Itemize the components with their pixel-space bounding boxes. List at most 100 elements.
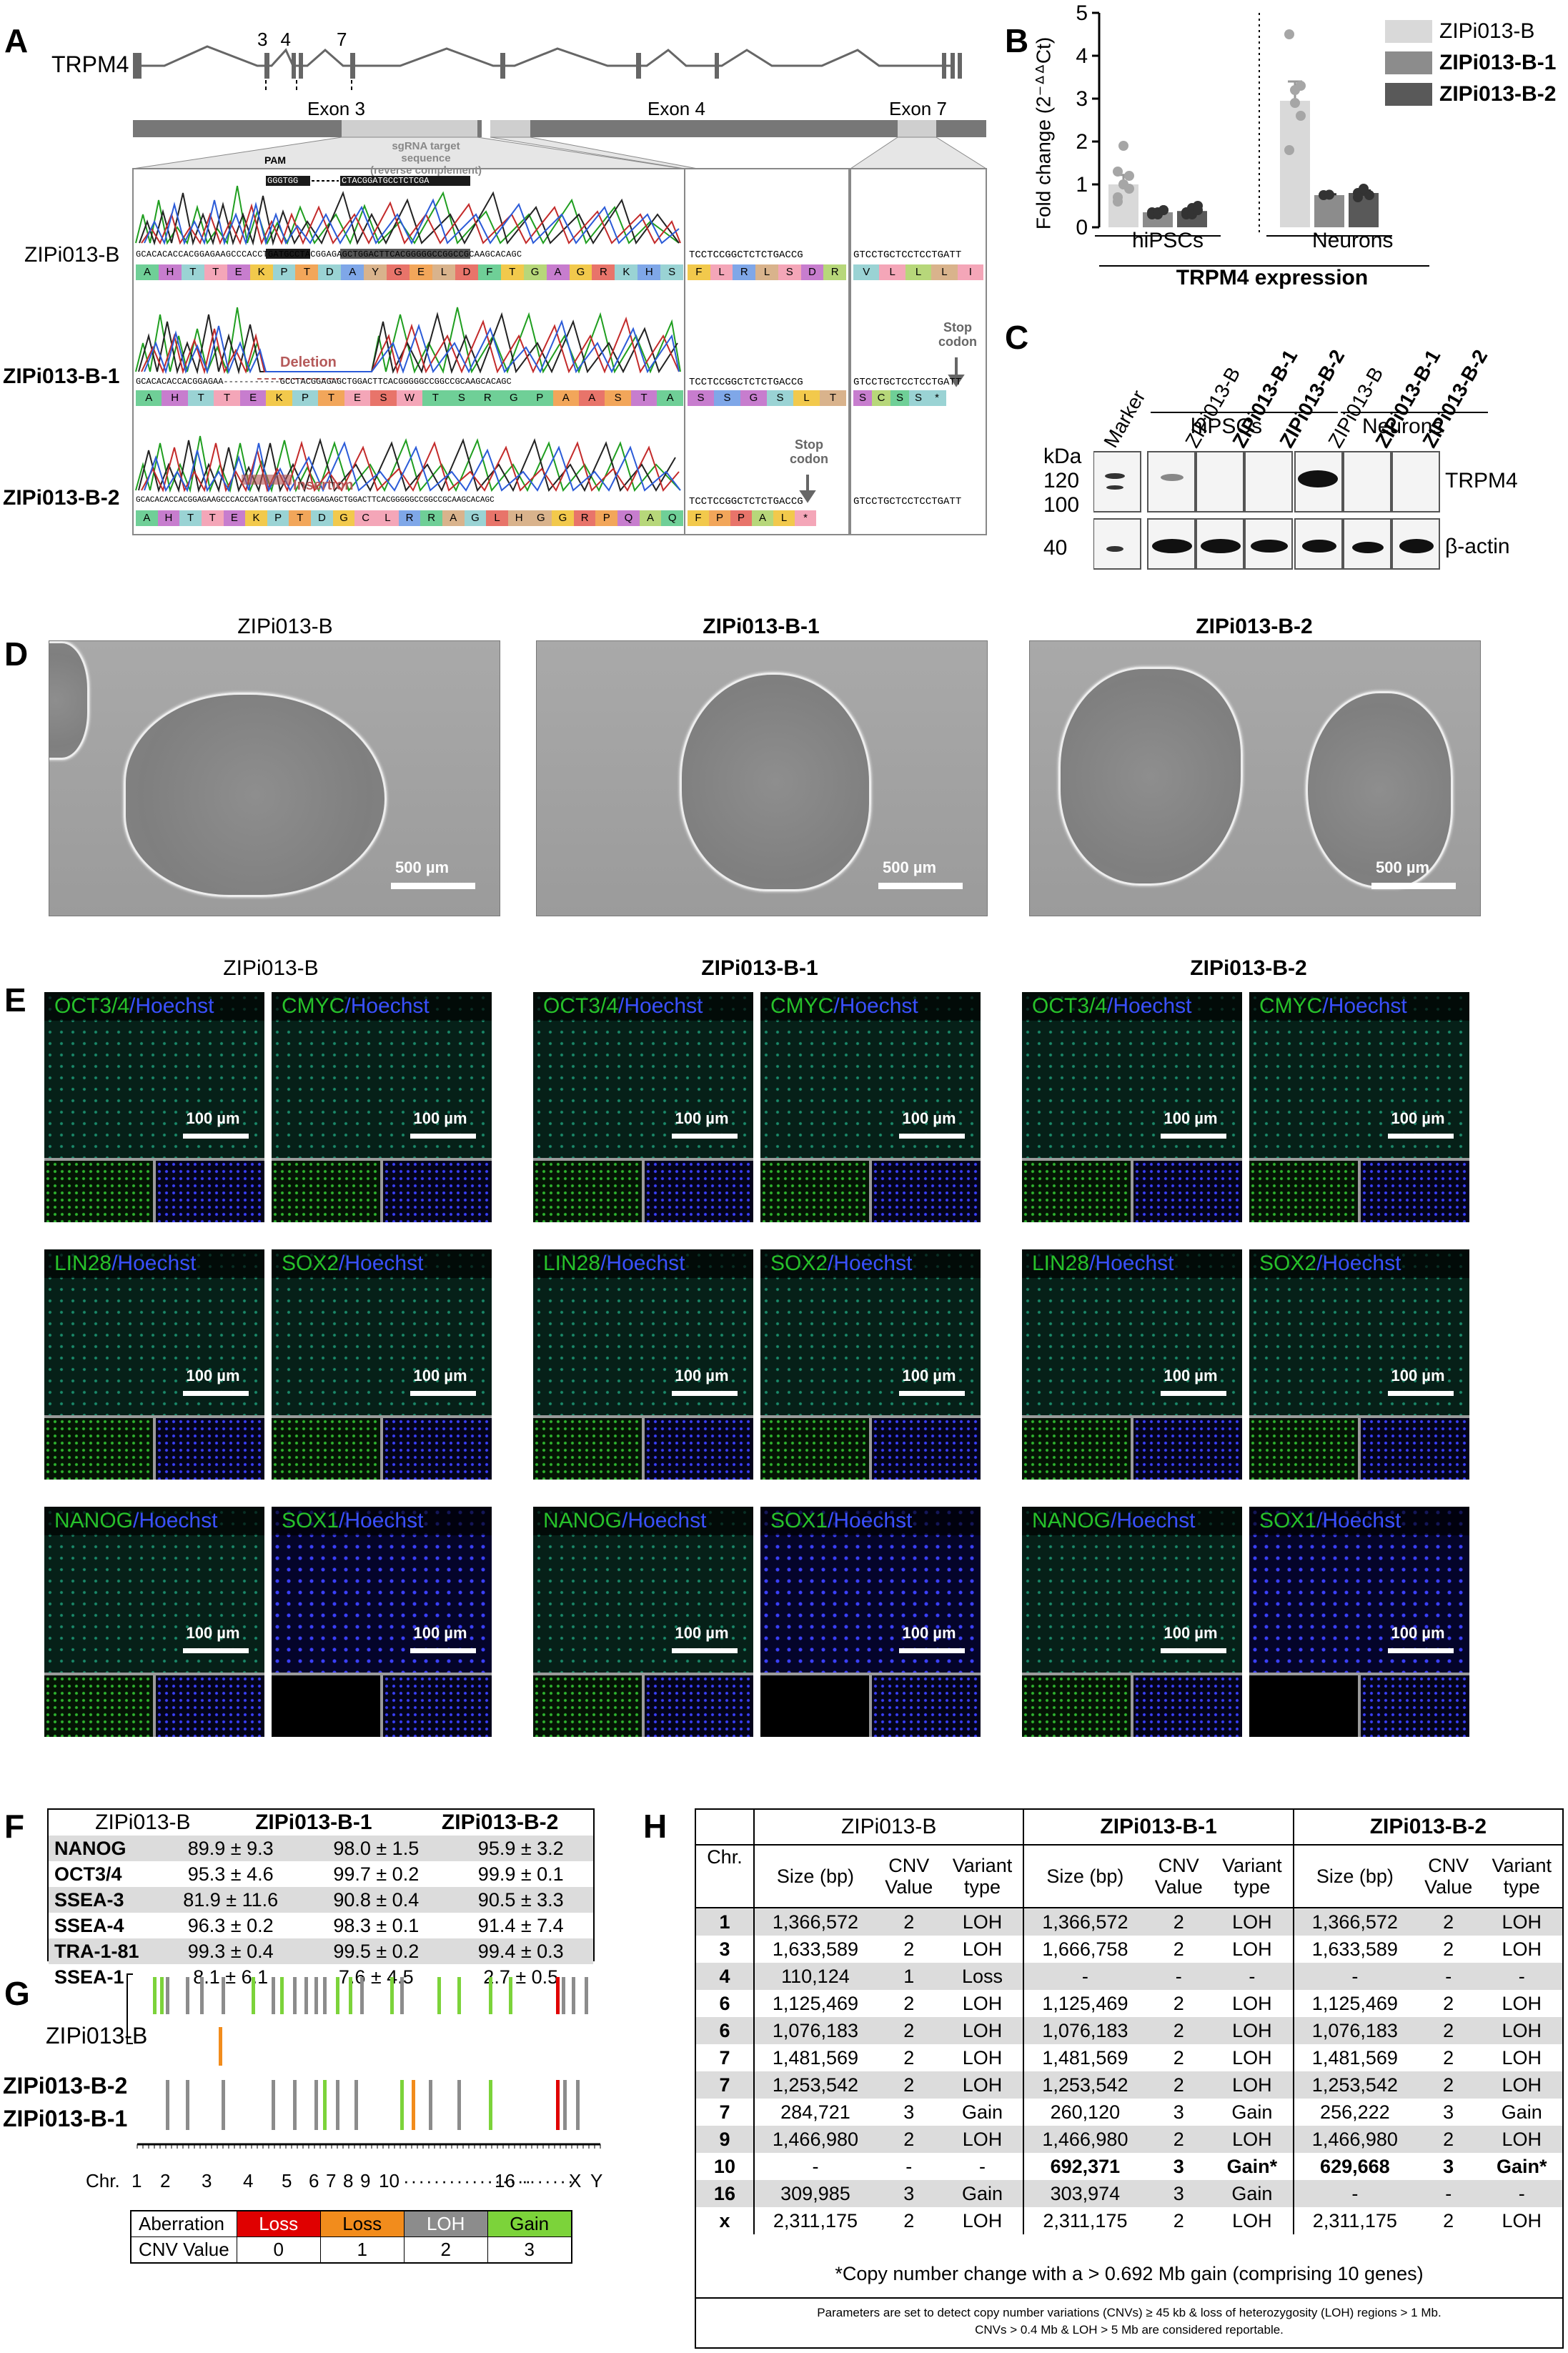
e-merge-image: [1022, 1507, 1242, 1673]
b-group-hipscs: hiPSCs: [1132, 229, 1204, 252]
panel-label-f: F: [4, 1808, 25, 1845]
c-mw-120: 120: [1043, 469, 1080, 492]
e-stain-tile: OCT3/4/Hoechst 100 µm: [44, 992, 264, 1222]
h-table-cell: 3: [1443, 2101, 1454, 2123]
f-table-cell: OCT3/4: [54, 1863, 122, 1885]
e-marker-name: LIN28: [1032, 1252, 1090, 1275]
b-y-tick-label: 0: [1076, 216, 1088, 239]
e-marker-name: SOX1: [282, 1509, 339, 1532]
exon-number-7: 7: [336, 29, 360, 50]
h-table-cell: 2: [1173, 2019, 1184, 2041]
e-merge-image: [272, 1507, 492, 1673]
h-table-cell: 3: [1173, 2155, 1184, 2177]
e-counterstain-name: Hoechst: [1095, 1252, 1174, 1275]
g-cnv-mark: [412, 2080, 415, 2130]
h-table-cell: 1,633,589: [772, 1938, 859, 1960]
e-merge-image: [760, 992, 981, 1158]
amino-acid: Q: [661, 510, 684, 526]
h-table-cell: 7: [696, 2099, 755, 2126]
h-table-cell: LOH: [1211, 2207, 1294, 2234]
e-separator: [44, 1673, 264, 1675]
e-green-channel: [533, 1675, 642, 1737]
e-merge-image: [1249, 992, 1469, 1158]
g-legend-loss1: Loss: [319, 2210, 405, 2237]
f-table-cell: TRA-1-81: [54, 1940, 139, 1962]
h-table-cell: LOH: [1211, 2044, 1294, 2071]
panel-label-g: G: [4, 1975, 30, 2012]
h-table-cell: 260,120: [1050, 2101, 1121, 2123]
e-merge-image: [272, 992, 492, 1158]
amino-acid: A: [752, 510, 773, 526]
h-table-cell: 2: [1415, 1907, 1482, 1936]
e-green-channel: [1249, 1418, 1358, 1480]
amino-acid: A: [442, 510, 465, 526]
h-table-cell: 284,721: [780, 2101, 850, 2123]
h-table-cell: 1,466,980: [772, 2128, 859, 2150]
g-chr-labels: 1 2 3 4 5 6 7 8 9 10 16 X Y ················· ·······: [0, 2170, 629, 2194]
e-title-ko1: ZIPi013-B-1: [701, 956, 818, 980]
g-cnv-mark: [304, 1977, 308, 2014]
d-scale-text: 500 µm: [395, 858, 450, 876]
h-table-cell: LOH: [1211, 1907, 1294, 1936]
h-table-cell: 6: [696, 1990, 755, 2017]
b-legend-item-ko2: ZIPi013-B-2: [1385, 79, 1556, 110]
e-scale-bar: [1388, 1134, 1454, 1139]
seq-parental-exon4: TCCTCCGGCTCTCTGACCG: [689, 249, 803, 261]
amino-acid: L: [931, 264, 958, 280]
c-lane-marker: Marker: [1099, 386, 1150, 452]
e-blue-channel: [1361, 1418, 1469, 1480]
amino-acid: F: [688, 510, 709, 526]
e-counterstain-name: Hoechst: [1328, 994, 1407, 1018]
g-legend-loh: LOH: [403, 2210, 488, 2237]
h-table-cell: 4: [696, 1963, 755, 1990]
seq-ko1-exon4: TCCTCCGGCTCTCTGACCG: [689, 377, 803, 388]
f-table-cell: 95.9 ± 3.2: [477, 1837, 564, 1859]
h-table-cell: 6: [696, 2017, 755, 2044]
amino-acid: D: [800, 264, 824, 280]
g-chr-label: 3: [202, 2170, 212, 2191]
exon-4-label: Exon 4: [647, 98, 705, 119]
c-mw-100: 100: [1043, 493, 1080, 517]
amino-acid: C: [872, 390, 890, 406]
d-title-parental: ZIPi013-B: [237, 615, 333, 638]
h-table-cell: LOH: [941, 2071, 1025, 2099]
g-cnv-mark: [429, 2080, 432, 2130]
amino-acid: H: [637, 264, 661, 280]
h-col-header: Chr.: [696, 1845, 755, 1908]
amino-acid: K: [615, 264, 638, 280]
h-table-row: 3 1,633,589 2 LOH 1,666,758 2 LOH 1,633,589 2 LOH: [696, 1936, 1562, 1963]
e-stain-tile: OCT3/4/Hoechst 100 µm: [1022, 992, 1242, 1222]
amino-acid: T: [179, 510, 202, 526]
b-legend-label: ZIPi013-B: [1439, 19, 1535, 43]
amino-acid: H: [162, 390, 188, 406]
e-blue-channel: [872, 1161, 981, 1222]
sgrna-seq: CTACGGATGCCTCTCGA: [342, 176, 430, 186]
e-separator: [869, 1418, 872, 1480]
panel-h-cnv-table: ZIPi013-B ZIPi013-B-1 ZIPi013-B-2 Chr. Size …: [695, 1808, 1564, 2349]
amino-acid: P: [292, 390, 319, 406]
g-cnv-mark: [576, 2080, 580, 2130]
stop-codon-label-ko1: Stop codon: [938, 320, 977, 349]
e-scale-text: 100 µm: [186, 1624, 240, 1642]
f-table-row: TRA-1-81 99.3 ± 0.4 99.5 ± 0.2 99.4 ± 0.3: [49, 1938, 593, 1964]
amino-acid: R: [573, 510, 596, 526]
g-chr-label: 8: [343, 2170, 354, 2191]
h-table-cell: 1,466,980: [1311, 2128, 1398, 2150]
e-counterstain-name: Hoechst: [344, 1509, 424, 1532]
e-scale-text: 100 µm: [902, 1624, 956, 1642]
amino-acid: T: [630, 390, 658, 406]
h-table-cell: LOH: [1502, 2046, 1542, 2069]
c-target-trpm4: TRPM4: [1445, 469, 1518, 492]
amino-acid: A: [136, 510, 158, 526]
panel-label-a: A: [4, 22, 29, 59]
e-scale-text: 100 µm: [413, 1624, 467, 1642]
b-datapoint: [1324, 189, 1334, 200]
e-counterstain-name: Hoechst: [135, 994, 214, 1018]
g-cnv-mark: [323, 1977, 327, 2014]
h-table-row: x 2,311,175 2 LOH 2,311,175 2 LOH 2,311,175 2 LOH: [696, 2207, 1562, 2234]
e-stain-label: SOX2/Hoechst: [760, 1249, 981, 1278]
h-table-cell: LOH: [1211, 2071, 1294, 2099]
g-cnv-mark: [166, 2080, 169, 2130]
aa-track-ko1-exon7: S C S S *: [853, 390, 946, 406]
